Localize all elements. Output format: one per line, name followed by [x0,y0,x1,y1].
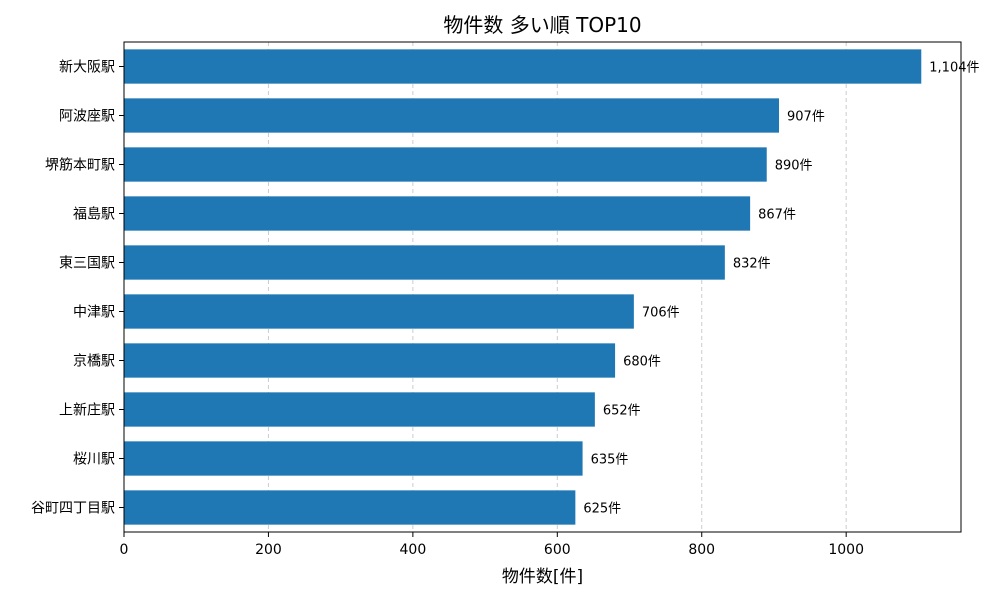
x-tick-label: 600 [544,542,571,558]
bar [124,441,583,476]
bar [124,490,576,525]
plot-frame [123,41,962,533]
bar [124,98,780,133]
x-axis-ticks: 0 200 400 600 800 1000 [120,532,864,558]
bar-value-label: 625件 [583,502,621,517]
bar-value-label: 635件 [591,453,629,468]
x-tick-label: 1000 [828,542,864,558]
bars [124,49,922,525]
x-axis-title: 物件数[件] [502,567,583,587]
y-tick-label: 新大阪駅 [59,60,115,76]
bar [124,196,751,231]
bar-value-label: 867件 [758,208,796,223]
bar-value-label: 1,104件 [929,61,979,76]
x-tick-label: 800 [688,542,715,558]
bar-value-label: 890件 [775,159,813,174]
y-tick-label: 堺筋本町駅 [45,157,115,174]
bar-value-label: 832件 [733,257,771,272]
bar-value-label: 907件 [787,110,825,125]
bar [124,343,616,378]
x-tick-label: 200 [255,542,282,558]
bar [124,392,595,427]
y-tick-label: 東三国駅 [59,256,115,272]
y-tick-label: 谷町四丁目駅 [31,501,115,517]
y-tick-label: 福島駅 [73,207,115,223]
bar-value-label: 680件 [623,355,661,370]
bar [124,147,767,182]
y-tick-label: 阿波座駅 [59,109,115,125]
bar [124,49,922,84]
y-tick-label: 桜川駅 [73,452,115,468]
y-tick-label: 中津駅 [73,305,115,321]
x-tick-label: 0 [120,542,129,558]
chart-title: 物件数 多い順 TOP10 [443,13,641,37]
bar-value-label: 706件 [642,306,680,321]
data-labels: 1,104件 907件 890件 867件 832件 706件 680件 652件 635件 62… [583,61,979,517]
bar-value-label: 652件 [603,404,641,419]
bar [124,294,634,329]
y-tick-label: 京橋駅 [73,354,115,370]
y-tick-label: 上新庄駅 [59,402,115,419]
x-tick-label: 400 [400,542,427,558]
bar [124,245,725,280]
